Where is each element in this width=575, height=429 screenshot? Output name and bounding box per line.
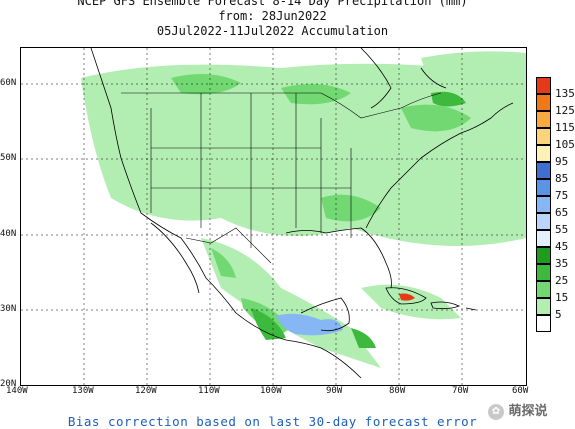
legend-swatch — [536, 247, 551, 264]
watermark: ✿ 萌探说 — [488, 400, 548, 420]
map-canvas — [21, 48, 526, 385]
wechat-icon: ✿ — [488, 403, 504, 420]
legend-level-label: 105 — [555, 138, 575, 151]
lon-label-100w: 100W — [260, 386, 282, 396]
borders — [121, 92, 442, 264]
lat-label-60n: 60N — [0, 78, 17, 88]
lon-label-130w: 130W — [72, 386, 94, 396]
legend-swatch — [536, 94, 551, 111]
legend-swatch — [536, 145, 551, 162]
legend-level-label: 5 — [555, 308, 562, 321]
lon-label-110w: 110W — [198, 386, 220, 396]
legend-swatch — [536, 230, 551, 247]
map-title-line2: from: 28Jun2022 — [218, 9, 327, 23]
lon-label-80w: 80W — [389, 386, 406, 396]
precip-field-red — [399, 293, 415, 301]
legend-swatch — [536, 162, 551, 179]
legend-swatch — [536, 264, 551, 281]
legend-level-label: 45 — [555, 240, 569, 253]
graticule — [21, 48, 526, 385]
legend-swatch — [536, 213, 551, 230]
legend-level-label: 15 — [555, 291, 569, 304]
legend-level-label: 135 — [555, 87, 575, 100]
legend-swatch — [536, 315, 551, 332]
legend-level-label: 65 — [555, 206, 569, 219]
lon-label-60w: 60W — [512, 386, 529, 396]
map-title-line1: NCEP GFS Ensemble Forecast 8-14 Day Prec… — [77, 0, 468, 8]
lat-label-40n: 40N — [0, 229, 17, 239]
precipitation-map — [20, 47, 527, 386]
lat-label-20n: 20N — [0, 379, 17, 389]
bias-correction-note: Bias correction based on last 30-day for… — [67, 414, 478, 429]
legend-level-label: 115 — [555, 121, 575, 134]
legend-swatch — [536, 298, 551, 315]
legend-level-label: 25 — [555, 274, 569, 287]
coastlines — [90, 48, 514, 379]
legend-swatch — [536, 281, 551, 298]
map-title-line3: 05Jul2022-11Jul2022 Accumulation — [156, 24, 389, 38]
legend-swatch — [536, 111, 551, 128]
precip-field-blue — [276, 313, 343, 336]
lat-label-50n: 50N — [0, 153, 17, 163]
legend-level-label: 85 — [555, 172, 569, 185]
lon-label-120w: 120W — [135, 386, 157, 396]
precip-field-heavy — [251, 91, 466, 348]
lat-label-30n: 30N — [0, 304, 17, 314]
lon-label-140w: 140W — [6, 386, 28, 396]
legend-swatch — [536, 196, 551, 213]
legend-level-label: 35 — [555, 257, 569, 270]
watermark-text: 萌探说 — [508, 404, 548, 419]
legend-swatch — [536, 77, 551, 94]
legend-swatch — [536, 179, 551, 196]
legend-level-label: 95 — [555, 155, 569, 168]
legend-level-label: 75 — [555, 189, 569, 202]
legend-swatch — [536, 128, 551, 145]
legend-level-label: 55 — [555, 223, 569, 236]
lon-label-70w: 70W — [452, 386, 469, 396]
lon-label-90w: 90W — [326, 386, 343, 396]
legend-level-label: 125 — [555, 104, 575, 117]
